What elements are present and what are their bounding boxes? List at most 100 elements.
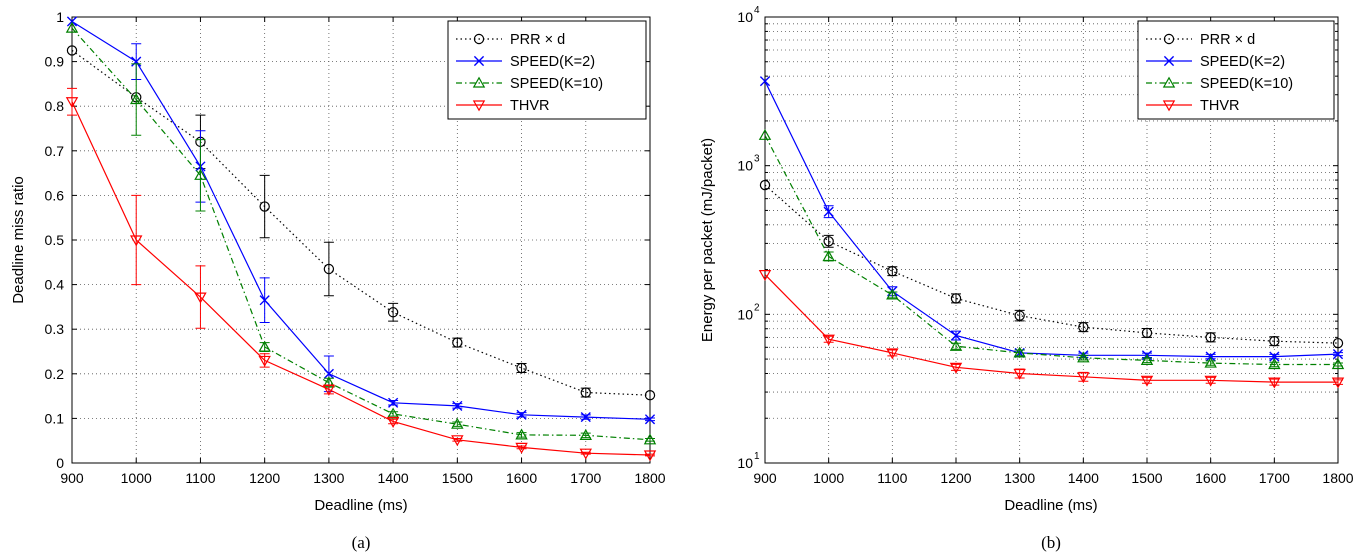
- error-bar: [323, 241, 334, 297]
- y-tick-exponent: 1: [754, 451, 760, 462]
- data-point: [194, 168, 207, 180]
- series-layer-a: [65, 16, 657, 462]
- data-point: [451, 417, 464, 429]
- x-tick-label: 1000: [121, 470, 152, 486]
- x-tick-label: 900: [753, 470, 777, 486]
- data-point: [1205, 351, 1216, 362]
- error-bar: [1078, 355, 1089, 361]
- error-bar: [388, 411, 399, 417]
- data-point: [823, 206, 834, 217]
- error-bar: [823, 234, 834, 248]
- data-point: [194, 292, 207, 304]
- legend-label-speed-k-10: SPEED(K=10): [510, 76, 603, 92]
- legend-label-speed-k-10: SPEED(K=10): [1200, 76, 1293, 92]
- data-point: [759, 179, 771, 191]
- data-point: [1332, 337, 1344, 349]
- x-tick-label: 1800: [634, 470, 665, 486]
- y-tick-label: 10: [737, 158, 753, 174]
- error-bar: [887, 349, 898, 357]
- error-bar: [1205, 376, 1216, 384]
- data-point: [259, 295, 270, 306]
- data-point: [515, 428, 528, 440]
- y-tick-label: 0.3: [45, 321, 65, 337]
- data-point: [1078, 321, 1089, 333]
- data-point: [387, 307, 399, 318]
- y-axis-label-b: Energy per packet (mJ/packet): [699, 138, 716, 342]
- error-bar: [67, 87, 77, 116]
- error-bar: [452, 421, 463, 427]
- legend-label-prr-d: PRR × d: [1200, 32, 1255, 48]
- error-bar: [1205, 360, 1216, 366]
- data-point: [451, 435, 464, 447]
- legend-marker: [1163, 55, 1175, 67]
- data-point: [65, 21, 79, 33]
- data-point: [579, 448, 593, 460]
- data-point: [259, 201, 270, 212]
- data-point: [1140, 353, 1154, 365]
- legend-label-speed-k-2: SPEED(K=2): [510, 54, 595, 70]
- series-line: [71, 101, 651, 456]
- chart-panel-a: 900 1000 1100 1200 1300 1400 1500 1600 1700 1800 0…: [10, 9, 666, 552]
- data-point: [1205, 332, 1216, 343]
- data-point: [644, 414, 656, 425]
- data-point: [950, 293, 962, 304]
- data-point: [323, 263, 335, 275]
- x-tick-label: 1500: [1131, 470, 1162, 486]
- series-speed-k-10: [65, 21, 657, 445]
- data-point: [258, 340, 271, 352]
- data-point: [1332, 349, 1344, 360]
- data-point: [822, 250, 835, 262]
- data-point: [580, 411, 591, 423]
- data-point: [65, 97, 79, 109]
- x-tick-label: 1400: [378, 470, 409, 486]
- series-line: [764, 274, 1338, 383]
- x-tick-label: 1500: [442, 470, 473, 486]
- data-point: [1268, 377, 1281, 389]
- caption-a: (a): [352, 533, 371, 552]
- data-point: [516, 409, 527, 420]
- data-point: [886, 348, 899, 360]
- plot-frame-b: [764, 16, 1339, 464]
- error-bar: [259, 174, 270, 239]
- data-point: [516, 362, 527, 374]
- error-bar: [823, 335, 834, 343]
- data-point: [887, 266, 898, 277]
- data-point: [386, 416, 400, 428]
- error-bar: [1269, 361, 1280, 368]
- data-point: [322, 384, 336, 396]
- x-tick-label: 1200: [940, 470, 971, 486]
- data-point: [643, 450, 657, 462]
- error-bar: [1142, 357, 1152, 364]
- data-point: [758, 128, 772, 140]
- data-point: [950, 330, 962, 341]
- y-tick-label: 0.9: [45, 54, 65, 70]
- y-tick-exponent: 3: [754, 154, 760, 165]
- x-tick-label: 1400: [1068, 470, 1099, 486]
- data-point: [1269, 335, 1280, 347]
- series-prr-d: [759, 179, 1344, 349]
- y-tick-label: 0.1: [45, 410, 65, 426]
- data-point: [1204, 356, 1217, 368]
- data-point: [579, 428, 593, 440]
- x-tick-label: 1700: [1259, 470, 1290, 486]
- data-point: [1269, 351, 1280, 362]
- data-point: [1013, 368, 1026, 380]
- y-axis-label-a: Deadline miss ratio: [10, 176, 27, 304]
- data-point: [1140, 375, 1154, 387]
- y-tick-label: 0.5: [45, 232, 65, 248]
- data-point: [759, 76, 771, 87]
- data-point: [258, 355, 271, 367]
- y-tick-label: 10: [737, 306, 753, 322]
- grid-a: [72, 17, 650, 463]
- data-point: [822, 334, 835, 346]
- data-point: [388, 397, 399, 408]
- data-point: [758, 270, 772, 282]
- legend-label-thvr: THVR: [510, 98, 549, 114]
- error-bar: [1142, 376, 1152, 384]
- caption-b: (b): [1041, 533, 1061, 552]
- error-bar: [1333, 379, 1343, 385]
- error-bar: [1269, 378, 1280, 386]
- x-tick-label: 1600: [506, 470, 537, 486]
- x-axis-label-b: Deadline (ms): [1004, 497, 1097, 514]
- x-tick-label: 1300: [1004, 470, 1035, 486]
